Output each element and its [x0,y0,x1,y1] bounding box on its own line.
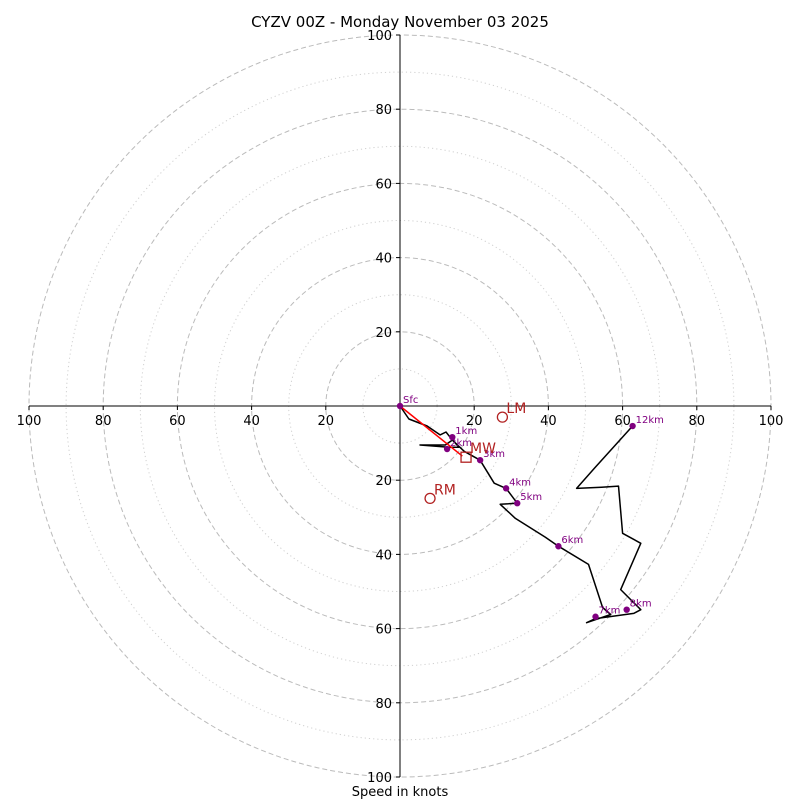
motion-label-mw: MW [470,441,496,457]
y-tick-neg-4: 100 [367,771,392,786]
height-point-sfc [396,402,404,410]
height-point-5km [514,500,521,507]
x-tick-pos-2: 60 [614,414,631,429]
motion-marker-mw [460,451,472,463]
motion-marker-rm [424,492,436,505]
hodograph-trace [399,405,642,624]
height-label-4km: 4km [509,477,531,488]
x-tick-pos-4: 100 [759,414,784,429]
y-tick-pos-0: 20 [375,326,392,341]
y-tick-pos-1: 40 [375,252,392,267]
x-tick-neg-1: 80 [95,414,112,429]
height-point-1km [449,433,456,441]
x-tick-neg-4: 20 [318,414,335,429]
height-label-sfc: Sfc [403,395,418,406]
height-label-5km: 5km [520,492,542,503]
y-tick-pos-2: 60 [375,177,392,192]
mean-wind-line [399,405,463,457]
height-label-3km: 3km [483,449,505,460]
y-tick-neg-0: 20 [375,474,392,489]
height-point-12km [629,422,636,430]
height-label-1km: 1km [455,426,477,437]
height-point-6km [555,543,562,550]
y-tick-pos-4: 100 [367,29,392,44]
wind-trace [399,405,642,624]
y-tick-neg-1: 40 [375,548,392,563]
x-tick-pos-0: 20 [466,414,483,429]
chart-title: CYZV 00Z - Monday November 03 2025 [251,13,549,31]
motion-marker-lm [496,411,509,423]
y-tick-neg-2: 60 [375,623,392,638]
height-label-8km: 8km [630,599,652,610]
x-tick-pos-1: 40 [540,414,557,429]
height-point-8km [623,606,630,613]
axis-ticks: 20 40 60 80 100 100 80 60 40 20 20 40 60 80 100 20 40 60 8… [17,29,784,786]
motion-label-lm: LM [506,401,526,417]
height-label-6km: 6km [561,535,583,546]
x-tick-neg-0: 100 [17,414,42,429]
motion-label-rm: RM [434,482,456,498]
height-label-2km: 2km [450,438,472,449]
x-tick-neg-2: 60 [169,414,186,429]
storm-motion: LM RM MW [424,401,526,505]
y-tick-neg-3: 80 [375,697,392,712]
x-tick-pos-3: 80 [689,414,706,429]
height-point-2km [443,445,451,453]
height-point-4km [502,485,510,492]
height-label-7km: 7km [599,606,621,617]
height-point-3km [476,456,484,464]
height-label-12km: 12km [636,415,664,426]
x-axis-label: Speed in knots [352,785,449,800]
x-tick-neg-3: 40 [243,414,260,429]
y-tick-pos-3: 80 [375,103,392,118]
height-point-7km [592,613,599,620]
